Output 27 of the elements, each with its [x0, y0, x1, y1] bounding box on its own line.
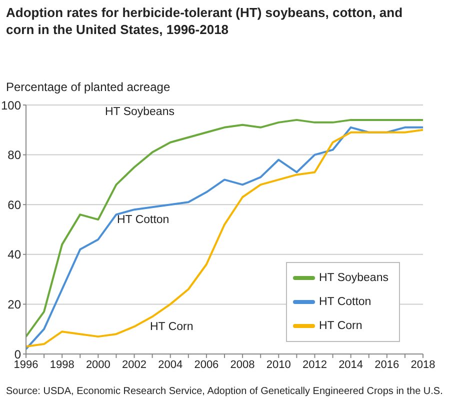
legend-label: HT Cotton [319, 296, 372, 308]
y-axis-title: Percentage of planted acreage [6, 80, 170, 94]
source-note: Source: USDA, Economic Research Service, Adoption of Genetically Engineered Crops in the U.S. [6, 386, 443, 397]
x-tick-label: 2012 [302, 358, 327, 371]
x-tick-label: 2002 [122, 358, 147, 371]
x-tick-label: 2006 [194, 358, 219, 371]
x-tick-label: 2018 [410, 358, 436, 371]
x-tick-label: 2016 [374, 358, 400, 371]
x-tick-label: 1996 [14, 358, 38, 371]
legend-label: HT Corn [319, 320, 362, 332]
x-tick-label: 2000 [86, 358, 110, 371]
x-tick-label: 1998 [50, 358, 74, 371]
y-tick-label: 20 [8, 297, 22, 312]
annotation: HT Soybeans [104, 106, 176, 118]
y-tick-label: 80 [8, 148, 22, 162]
y-tick-label: 60 [8, 198, 22, 212]
x-tick-label: 2004 [158, 358, 183, 371]
y-tick-label: 40 [8, 248, 22, 262]
y-tick-label: 100 [0, 98, 22, 112]
x-tick-label: 2010 [266, 358, 291, 371]
x-tick-label: 2008 [230, 358, 255, 371]
y-tick-label: 0 [14, 347, 22, 362]
x-tick-label: 2014 [338, 358, 364, 371]
legend-label: HT Soybeans [319, 272, 388, 284]
annotation: HT Cotton [116, 214, 170, 226]
annotation: HT Corn [149, 321, 194, 333]
chart-title: Adoption rates for herbicide-tolerant (HT) soybeans, cotton, and corn in the United States, 1996-2018 [6, 4, 404, 38]
